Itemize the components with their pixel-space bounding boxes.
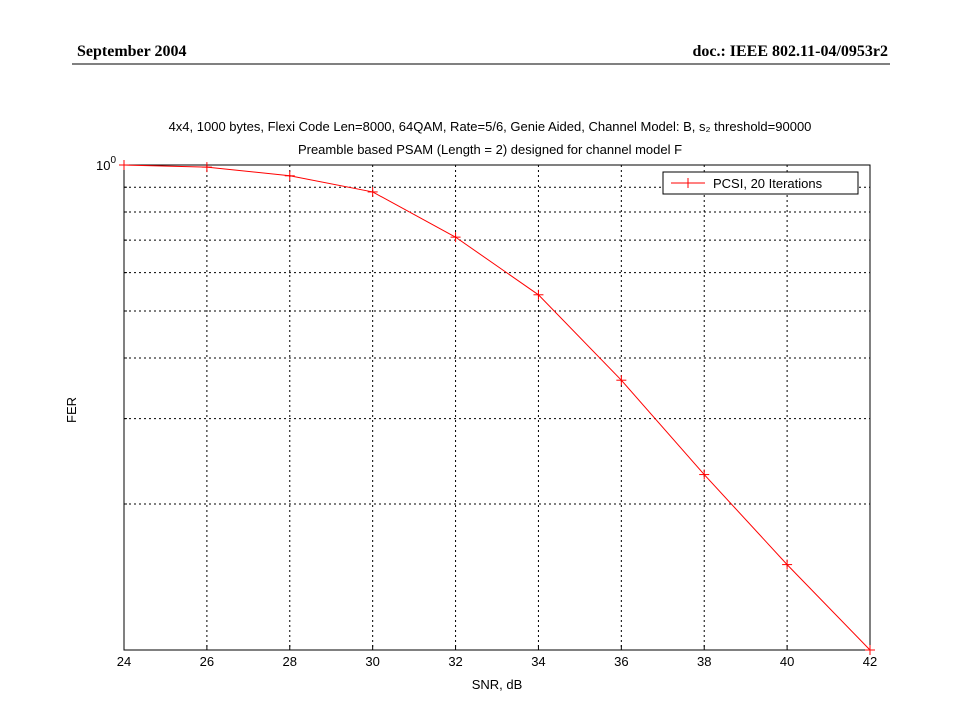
x-tick-label: 38	[697, 654, 711, 669]
y-tick-exponent: 0	[110, 155, 116, 166]
x-axis-label: SNR, dB	[472, 677, 523, 692]
chart-subtitle: Preamble based PSAM (Length = 2) designe…	[298, 142, 682, 157]
x-tick-label: 26	[200, 654, 214, 669]
marker	[119, 160, 129, 170]
legend-label: PCSI, 20 Iterations	[713, 176, 823, 191]
x-tick-label: 28	[283, 654, 297, 669]
marker	[201, 162, 212, 173]
y-tick-base: 10	[96, 158, 110, 173]
marker	[367, 186, 378, 197]
header-doc: doc.: IEEE 802.11-04/0953r2	[692, 43, 888, 60]
x-tick-label: 34	[531, 654, 545, 669]
marker	[699, 469, 710, 480]
y-axis-label: FER	[64, 397, 79, 423]
x-tick-label: 42	[863, 654, 877, 669]
plot-frame	[123, 164, 871, 651]
marker	[450, 232, 461, 243]
marker	[782, 559, 793, 570]
x-tick-label: 36	[614, 654, 628, 669]
x-tick-label: 40	[780, 654, 794, 669]
x-tick-label: 24	[117, 654, 131, 669]
x-tick-label: 32	[448, 654, 462, 669]
legend-marker	[683, 178, 693, 188]
y-tick-label: 100	[96, 155, 116, 173]
x-tick-label: 30	[365, 654, 379, 669]
marker	[533, 289, 544, 300]
legend-box	[662, 171, 859, 195]
marker	[284, 170, 295, 181]
marker	[865, 645, 875, 655]
chart-title: 4x4, 1000 bytes, Flexi Code Len=8000, 64…	[169, 119, 812, 134]
header-date: September 2004	[77, 43, 186, 60]
marker	[616, 375, 627, 386]
series-line	[123, 164, 871, 651]
